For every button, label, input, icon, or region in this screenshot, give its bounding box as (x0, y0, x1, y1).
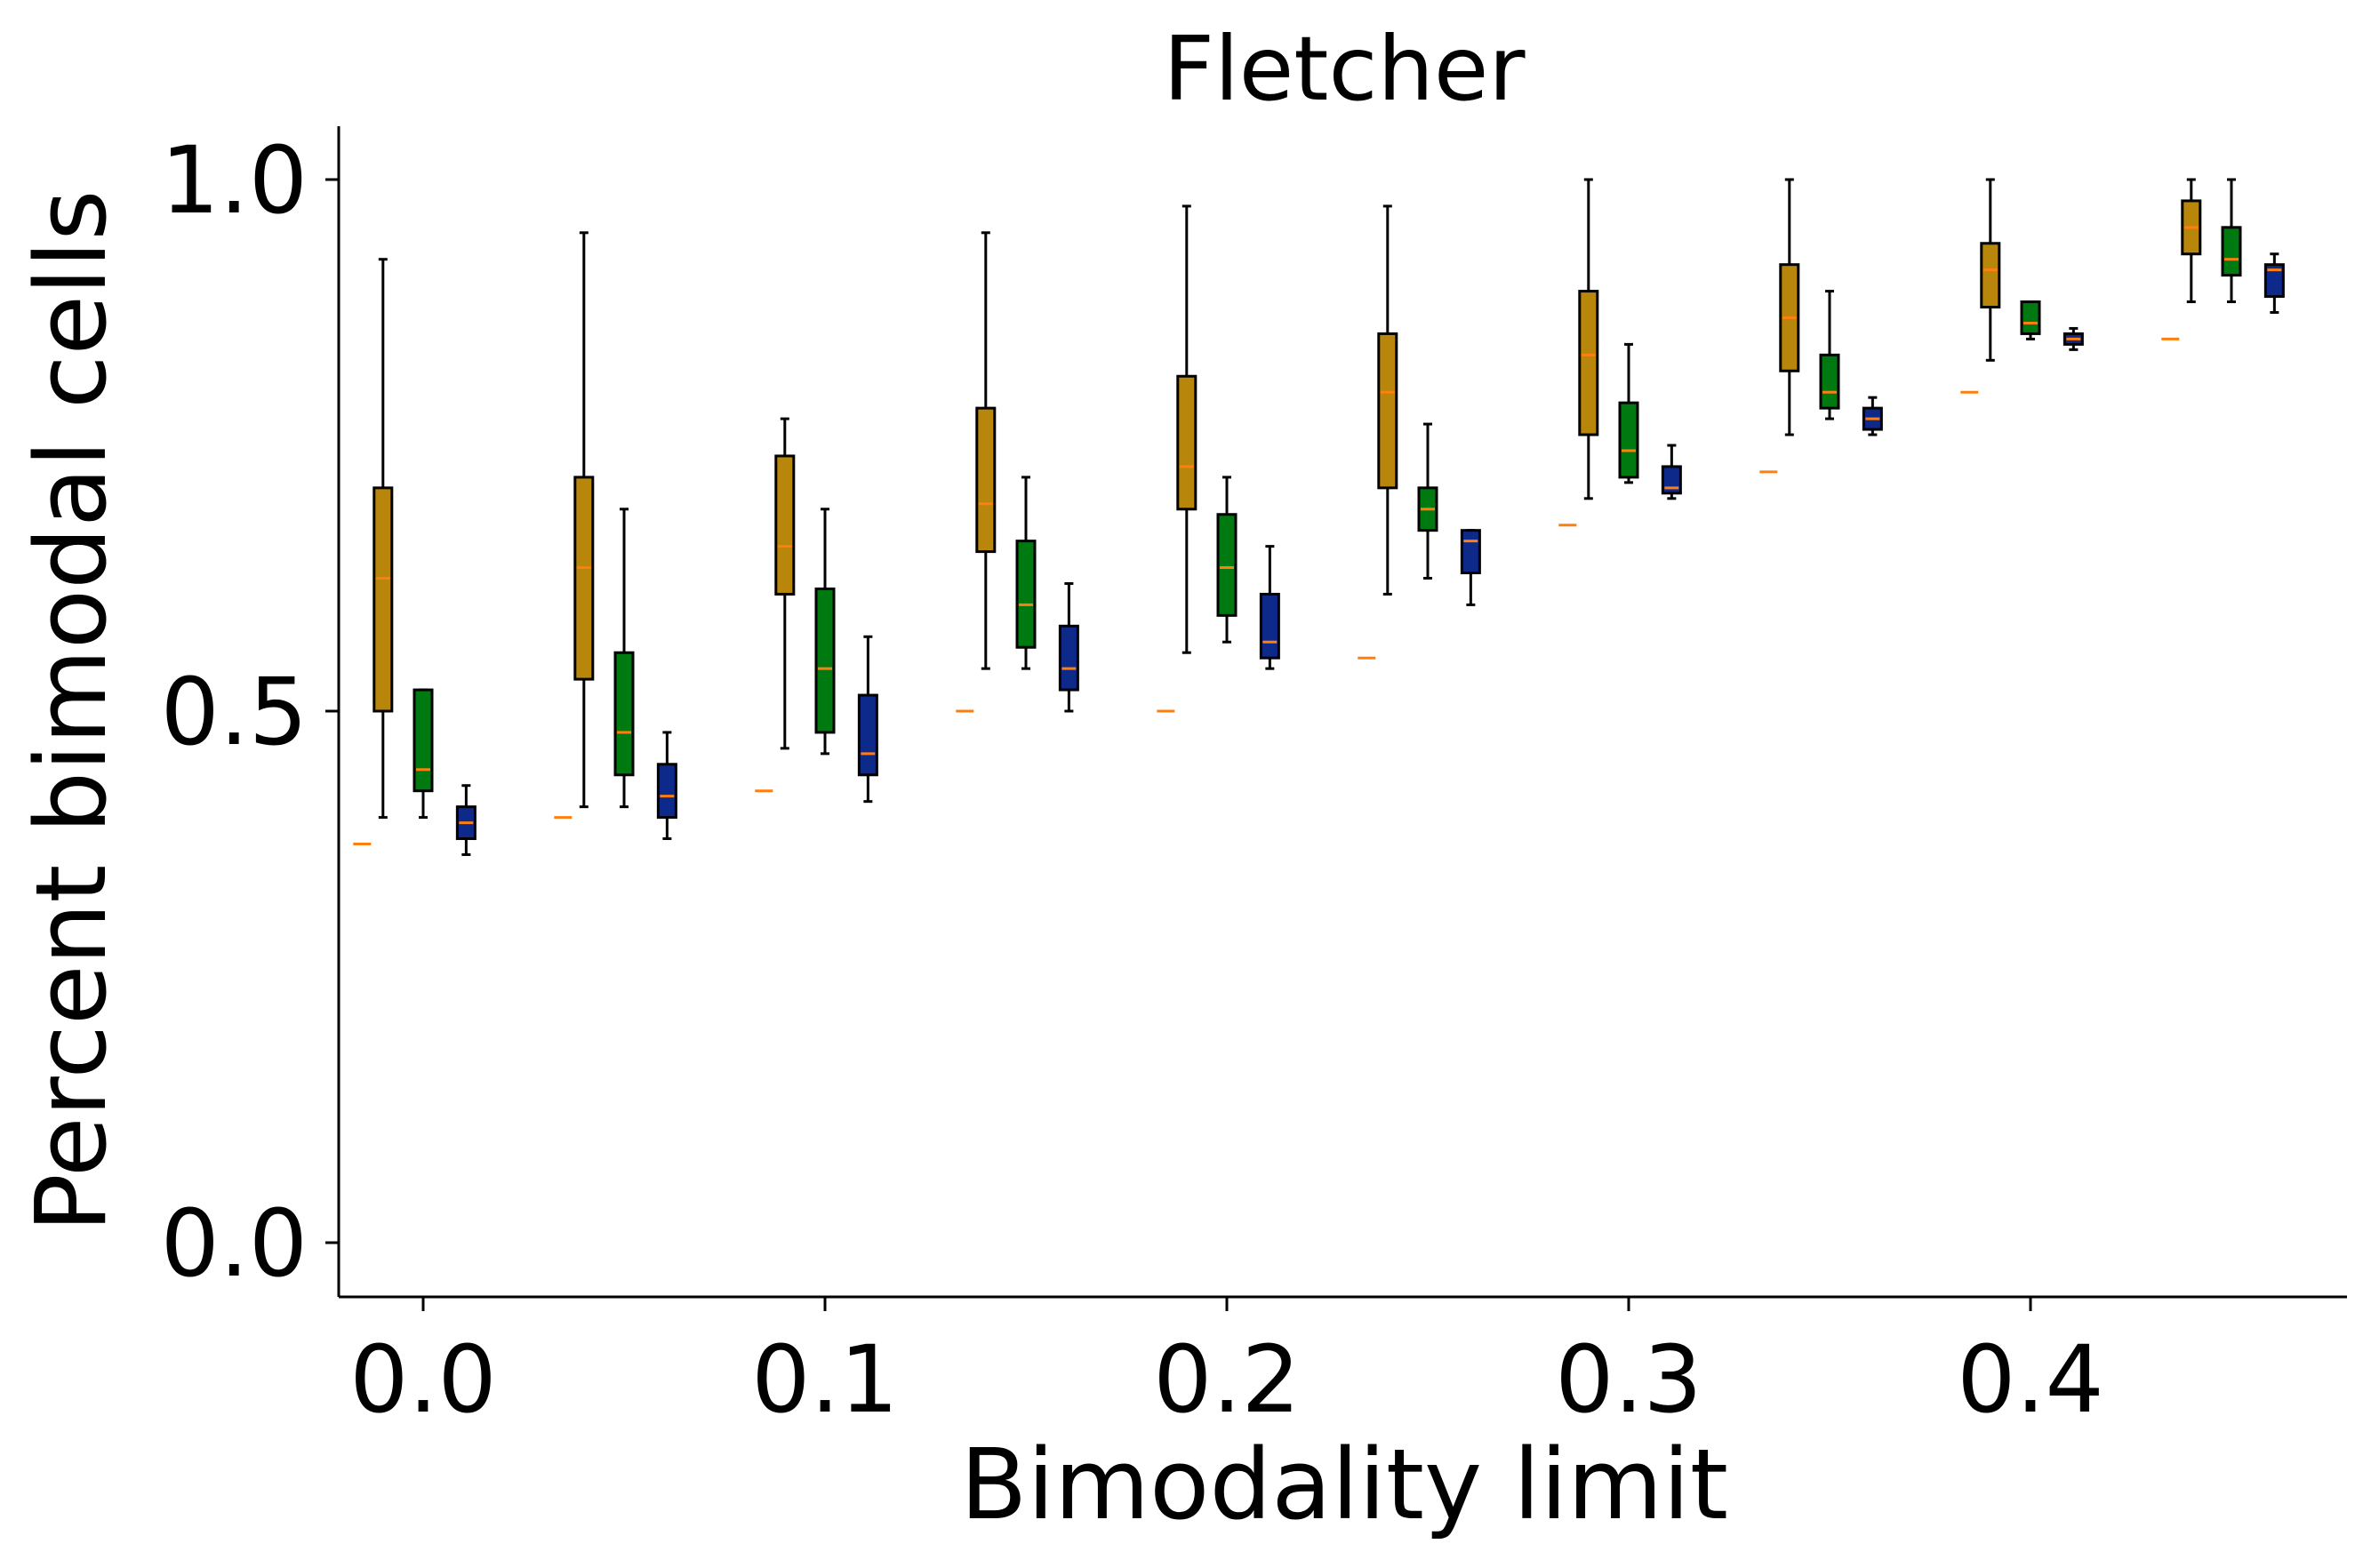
x-tick-label: 0.2 (1153, 1325, 1300, 1434)
box-2-2 (857, 635, 878, 804)
box-2-0 (455, 784, 477, 856)
box-2-4 (1259, 545, 1280, 670)
box-body (857, 693, 878, 777)
x-axis-ticks: 0.0 0.1 0.2 0.3 0.4 (349, 1297, 2104, 1434)
box-0-4 (1176, 204, 1198, 654)
box-body (774, 454, 796, 596)
box-0-0 (372, 258, 394, 820)
x-tick-label: 0.4 (1957, 1325, 2103, 1434)
series-2 (455, 252, 2285, 856)
plot-area (353, 178, 2285, 856)
box-body (1216, 513, 1238, 617)
box-body (1578, 290, 1599, 436)
series-1 (353, 178, 2242, 845)
x-tick-label: 0.3 (1555, 1325, 1702, 1434)
y-axis-ticks: 0.0 0.5 1.0 (161, 126, 339, 1298)
y-tick-label: 1.0 (161, 126, 308, 235)
box-0-8 (1980, 178, 2001, 362)
box-1-4 (1157, 476, 1238, 713)
box-1-3 (956, 476, 1037, 713)
box-2-9 (2263, 252, 2285, 314)
x-tick-label: 0.0 (349, 1325, 496, 1434)
box-body (1377, 332, 1398, 490)
box-2-7 (1862, 396, 1883, 436)
box-body (975, 406, 997, 554)
box-2-1 (656, 731, 677, 841)
x-axis-label: Bimodality limit (960, 1428, 1728, 1541)
box-body (1980, 242, 2001, 309)
y-tick-label: 0.5 (161, 658, 308, 766)
box-body (413, 688, 434, 793)
box-0-6 (1578, 178, 1599, 500)
box-body (656, 763, 677, 820)
box-1-0 (353, 688, 434, 845)
y-tick-label: 0.0 (161, 1189, 308, 1298)
box-0-9 (2181, 178, 2202, 304)
box-2-8 (2063, 326, 2084, 351)
x-tick-label: 0.1 (751, 1325, 898, 1434)
chart-title: Fletcher (1163, 17, 1526, 121)
box-2-5 (1460, 529, 1481, 606)
box-2-3 (1058, 581, 1079, 713)
box-1-7 (1759, 290, 1840, 474)
box-body (1058, 624, 1079, 692)
box-body (1460, 529, 1481, 575)
box-1-8 (1960, 300, 2041, 394)
box-1-9 (2161, 178, 2242, 340)
box-body (372, 486, 394, 713)
box-1-6 (1558, 342, 1639, 527)
box-0-2 (774, 417, 796, 750)
box-body (1618, 401, 1639, 479)
y-axis-label: Percent bimodal cells (14, 189, 128, 1232)
box-body (613, 651, 635, 777)
box-body (2221, 226, 2242, 277)
box-1-1 (554, 508, 635, 820)
box-body (573, 476, 595, 681)
box-0-7 (1779, 178, 1800, 436)
box-body (1259, 592, 1280, 660)
series-0 (372, 178, 2202, 820)
box-1-2 (755, 508, 836, 793)
box-body (1819, 353, 1840, 410)
box-0-1 (573, 231, 595, 809)
box-0-3 (975, 231, 997, 670)
box-0-5 (1377, 204, 1398, 596)
box-body (1176, 374, 1198, 511)
box-body (2263, 263, 2285, 299)
box-body (1015, 540, 1037, 649)
box-body (814, 587, 836, 734)
box-1-5 (1358, 422, 1438, 660)
box-2-6 (1661, 444, 1682, 500)
box-body (2020, 300, 2041, 335)
